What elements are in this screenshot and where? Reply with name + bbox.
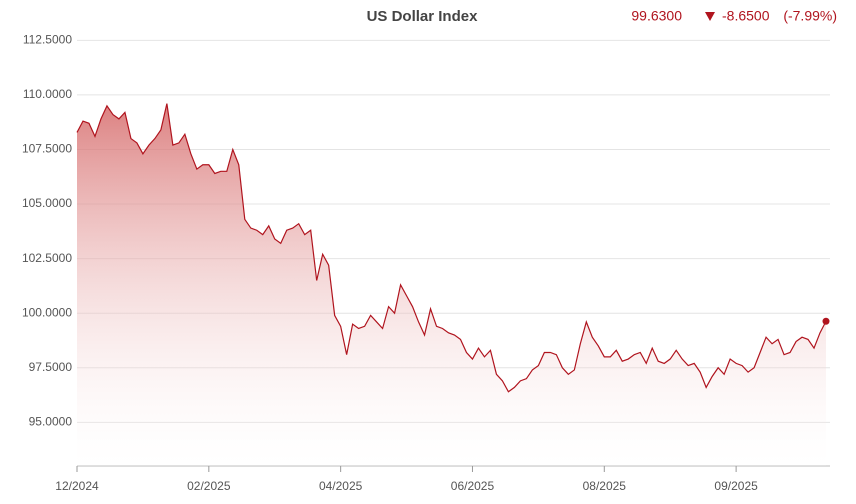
y-tick-label: 102.5000 <box>22 251 72 265</box>
y-tick-label: 97.5000 <box>29 360 73 374</box>
x-tick-label: 09/2025 <box>714 479 758 493</box>
area-fill <box>77 103 826 466</box>
line <box>76 103 827 393</box>
x-tick-label: 12/2024 <box>55 479 99 493</box>
x-tick-label: 02/2025 <box>187 479 231 493</box>
change-pct: (-7.99%) <box>783 8 837 24</box>
y-tick-label: 107.5000 <box>22 142 72 156</box>
y-tick-label: 105.0000 <box>22 196 72 210</box>
y-tick-label: 110.0000 <box>23 87 72 101</box>
down-arrow <box>705 12 715 21</box>
y-tick-label: 95.0000 <box>29 415 73 429</box>
y-tick-label: 112.5000 <box>23 33 72 47</box>
last-point <box>822 317 830 325</box>
x-tick-label: 06/2025 <box>451 479 495 493</box>
x-tick-label: 04/2025 <box>319 479 363 493</box>
y-tick-label: 100.0000 <box>22 305 72 319</box>
x-tick-label: 08/2025 <box>583 479 627 493</box>
last-value: 99.6300 <box>631 8 682 24</box>
chart-title: US Dollar Index <box>367 8 479 25</box>
change: -8.6500 <box>722 8 770 24</box>
